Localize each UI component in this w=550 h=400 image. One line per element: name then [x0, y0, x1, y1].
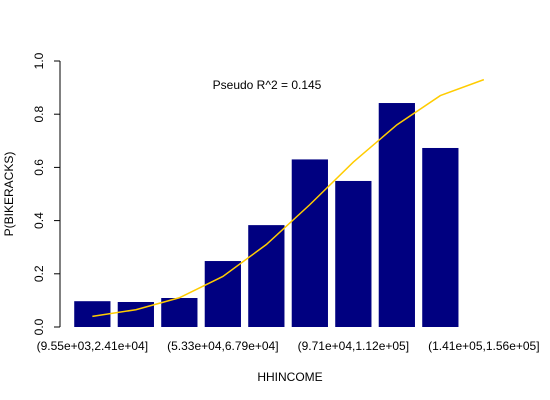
- y-tick-label: 0.8: [32, 106, 46, 123]
- y-tick-label: 0.4: [32, 212, 46, 229]
- y-axis-label: P(BIKERACKS): [2, 152, 16, 237]
- y-tick-label: 0.2: [32, 265, 46, 282]
- bar: [291, 159, 328, 327]
- bar: [422, 147, 459, 327]
- annotation: Pseudo R^2 = 0.145: [213, 78, 322, 92]
- bar: [335, 180, 372, 327]
- bar: [204, 261, 241, 327]
- fit-line: [92, 78, 485, 318]
- x-tick-label: (9.55e+03,2.41e+04]: [37, 339, 148, 353]
- bar: [378, 103, 415, 327]
- x-tick-label: (5.33e+04,6.79e+04]: [167, 339, 278, 353]
- x-tick-label: (1.41e+05,1.56e+05]: [428, 339, 539, 353]
- y-tick-label: 0.6: [32, 159, 46, 176]
- x-axis-label: HHINCOME: [257, 370, 322, 384]
- y-tick-label: 0.0: [32, 318, 46, 335]
- bar: [248, 225, 285, 327]
- y-tick-label: 1.0: [32, 52, 46, 69]
- bar: [161, 298, 198, 327]
- x-tick-label: (9.71e+04,1.12e+05]: [298, 339, 409, 353]
